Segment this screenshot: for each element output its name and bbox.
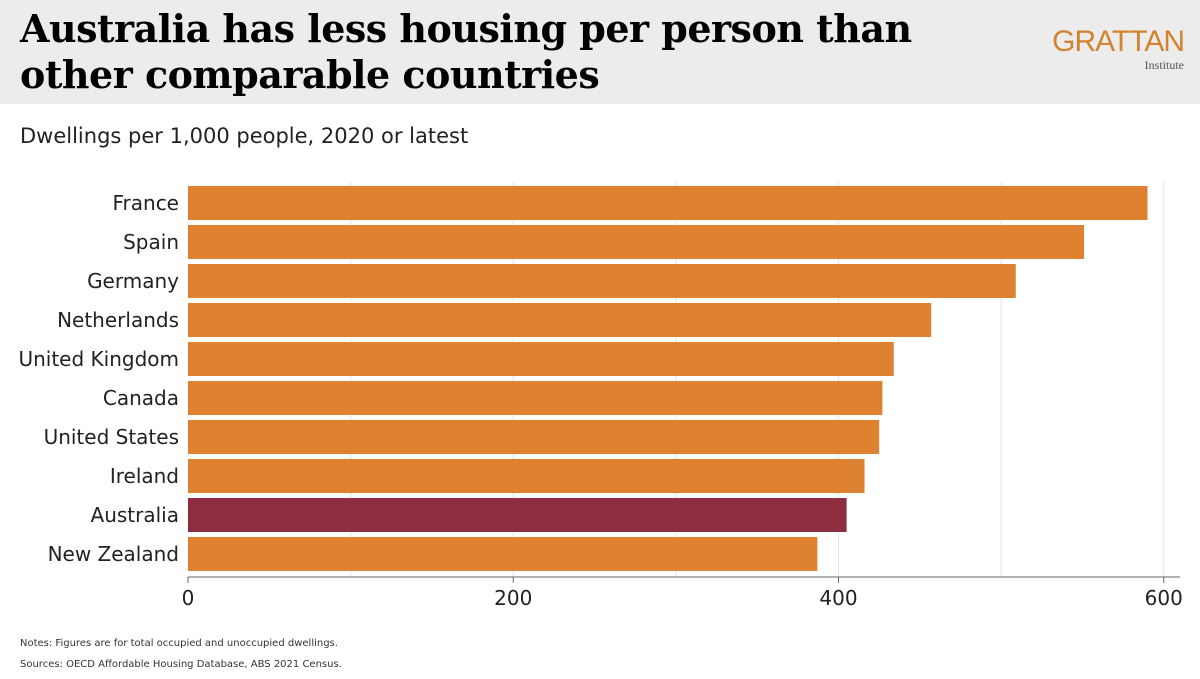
bar-netherlands (188, 303, 932, 337)
logo-subtext: Institute (1144, 58, 1184, 72)
bar-spain (188, 225, 1085, 259)
category-label: Netherlands (57, 308, 179, 332)
chart-title: Australia has less housing per person th… (20, 6, 912, 97)
x-tick-label: 0 (182, 586, 195, 610)
header-band: Australia has less housing per person th… (0, 0, 1200, 104)
category-label: Australia (91, 503, 179, 527)
x-tick-label: 400 (819, 586, 857, 610)
category-label: New Zealand (48, 542, 179, 566)
category-label: France (112, 191, 179, 215)
category-label: Germany (87, 269, 179, 293)
x-tick-label: 600 (1145, 586, 1183, 610)
logo-wordmark: GRATTAN (1052, 25, 1185, 58)
category-label: Canada (103, 386, 179, 410)
x-tick-label: 200 (494, 586, 532, 610)
grattan-logo: GRATTAN Institute (1052, 25, 1185, 73)
bar-france (188, 186, 1148, 220)
category-label: United States (44, 425, 179, 449)
bar-united-kingdom (188, 342, 894, 376)
category-label: Spain (123, 230, 179, 254)
bar-ireland (188, 459, 865, 493)
bar-canada (188, 381, 883, 415)
bar-germany (188, 264, 1016, 298)
bar-australia (188, 498, 847, 532)
chart-subtitle: Dwellings per 1,000 people, 2020 or late… (20, 124, 469, 148)
category-label: Ireland (110, 464, 179, 488)
bar-united-states (188, 420, 880, 454)
category-label: United Kingdom (18, 347, 179, 371)
bar-new-zealand (188, 537, 818, 571)
sources-text: Sources: OECD Affordable Housing Databas… (20, 659, 342, 670)
notes-text: Notes: Figures are for total occupied an… (20, 638, 338, 649)
